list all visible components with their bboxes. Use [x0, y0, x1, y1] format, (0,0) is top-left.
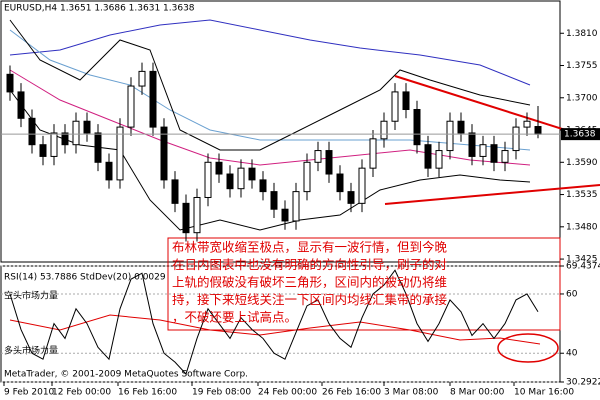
candle-body	[314, 150, 322, 163]
x-tick-label: 8 Mar 00:00	[450, 388, 505, 398]
price-title: EURUSD,H4 1.3651 1.3686 1.3631 1.3638	[4, 4, 195, 14]
y-tick-label: 1.3810	[566, 29, 598, 39]
candle-body	[116, 126, 124, 181]
footer: MetaTrader, © 2001-2009 MetaQuotes Softw…	[4, 370, 248, 380]
y-tick-label: 30.2922	[566, 378, 600, 388]
last-price-label: 1.3638	[564, 130, 596, 140]
y-tick-label: 1.3590	[566, 158, 598, 168]
candle-body	[292, 191, 300, 222]
bear-label: 空头市场力量	[4, 290, 58, 302]
rsi-title: RSI(14) 53.7886 StdDev(20) 0.0029	[4, 273, 166, 283]
candle-body	[413, 109, 421, 146]
annotation-box	[167, 237, 561, 331]
trend-line-lower	[384, 184, 600, 205]
candle-body	[248, 167, 256, 181]
x-tick-label: 26 Feb 16:00	[322, 388, 381, 398]
y-tick-label: 1.3700	[566, 93, 598, 103]
y-tick-label: 40	[566, 349, 578, 359]
candle-body	[490, 144, 498, 163]
candle-body	[182, 202, 190, 234]
bollinger-lower	[9, 89, 531, 231]
y-tick-label: 69.4374	[566, 262, 600, 272]
x-tick-label: 24 Feb 00:00	[258, 388, 317, 398]
candle-body	[369, 138, 377, 169]
x-tick-label: 12 Feb 00:00	[52, 388, 111, 398]
candle-body	[204, 161, 212, 198]
candle-body	[138, 70, 146, 87]
x-tick-label: 16 Feb 16:00	[118, 388, 177, 398]
candle-body	[270, 191, 278, 210]
candle-body	[259, 179, 267, 193]
last-price-box	[561, 128, 600, 141]
x-tick-label: 9 Feb 2010	[4, 388, 55, 398]
candle-body	[127, 85, 135, 128]
candle-body	[435, 150, 443, 169]
long-ma	[9, 19, 531, 86]
candle-body	[424, 144, 432, 169]
x-tick-label: 3 Mar 08:00	[384, 388, 439, 398]
candle-body	[72, 120, 80, 146]
annotation-text: 在日内图表中也没有明确的方向性引导，刷子的对	[172, 257, 447, 272]
annotation-text: 上轨的假破没有破坏三角形，区间内的被动仍将维	[172, 275, 447, 290]
candle-body	[160, 126, 168, 181]
candle-body	[226, 173, 234, 190]
candle-body	[336, 173, 344, 193]
candle-body	[17, 91, 25, 119]
candle-body	[171, 179, 179, 204]
candle-body	[303, 161, 311, 193]
candle-body	[358, 167, 366, 204]
y-tick-label: 1.3480	[566, 222, 598, 232]
candle-body	[193, 196, 201, 234]
candle-body	[534, 126, 542, 135]
candle-body	[39, 144, 47, 157]
candle-body	[501, 150, 509, 163]
candle-body	[457, 120, 465, 134]
candle-body	[83, 120, 91, 134]
rsi-line	[9, 269, 539, 375]
candle-body	[105, 161, 113, 181]
candle-body	[6, 73, 14, 93]
candle-body	[149, 70, 157, 128]
price-panel	[0, 0, 561, 263]
stddev-line	[9, 314, 541, 345]
candle-body	[281, 208, 289, 222]
candle-body	[94, 132, 102, 163]
candle-body	[402, 91, 410, 111]
x-tick-label: 10 Mar 16:00	[514, 388, 574, 398]
y-tick-label: 1.3535	[566, 190, 598, 200]
candle-body	[468, 132, 476, 157]
y-tick-label: 1.3755	[566, 61, 598, 71]
y-tick-label: 60	[566, 289, 578, 299]
candle-body	[523, 120, 531, 128]
y-tick-label: 1.3425	[566, 255, 598, 265]
annotation-text: 布林带宽收缩至极点，显示有一波行情，但到今晚	[172, 240, 448, 255]
candle-body	[479, 144, 487, 157]
candle-body	[380, 120, 388, 140]
candle-body	[512, 126, 520, 152]
candle-body	[391, 91, 399, 122]
annotation-text: 持，接下来短线关注一下区间内均线汇集带的承接	[172, 292, 448, 307]
candle-body	[215, 161, 223, 175]
candle-body	[50, 132, 58, 157]
trend-line-upper	[394, 75, 576, 134]
candle-body	[61, 132, 69, 146]
candle-body	[237, 167, 245, 190]
x-tick-label: 19 Feb 08:00	[192, 388, 251, 398]
candle-body	[28, 117, 36, 146]
bollinger-upper	[9, 19, 531, 151]
candle-body	[446, 120, 454, 152]
annotation-text: ，不破还要上试高点。	[172, 310, 297, 325]
candle-body	[347, 191, 355, 204]
candle-body	[325, 150, 333, 175]
highlight-ellipse	[497, 333, 559, 363]
